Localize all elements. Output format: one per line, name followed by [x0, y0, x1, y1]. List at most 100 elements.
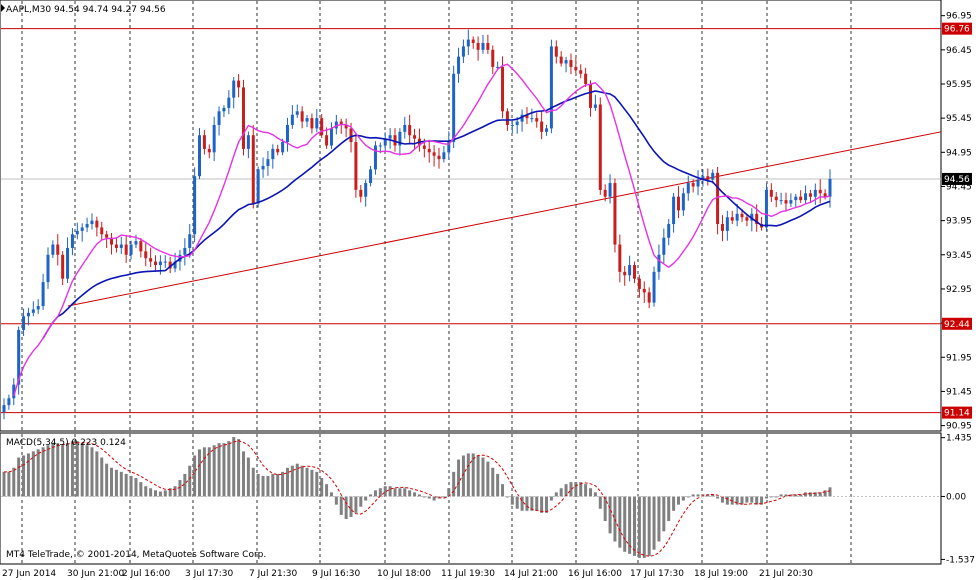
- time-axis-label: 2 Jul 16:00: [122, 569, 171, 579]
- candle-body: [476, 42, 480, 50]
- macd-bar: [207, 447, 211, 497]
- candle-body: [711, 172, 715, 180]
- candle-body: [828, 178, 832, 197]
- macd-bar: [598, 496, 602, 509]
- macd-bar: [100, 457, 104, 497]
- macd-bar: [691, 494, 695, 497]
- macd-bar: [750, 496, 754, 503]
- candle-body: [349, 128, 353, 143]
- candle-body: [105, 234, 109, 238]
- candle-body: [794, 196, 798, 201]
- candle-body: [149, 258, 153, 262]
- macd-bar: [61, 445, 65, 497]
- candle-body: [554, 46, 558, 57]
- candle-body: [222, 107, 226, 112]
- price-tick-label: 93.45: [946, 251, 972, 261]
- macd-bar: [579, 482, 583, 497]
- candle-body: [66, 247, 70, 279]
- macd-bar: [7, 471, 11, 497]
- macd-bar: [676, 496, 680, 505]
- candle-body: [261, 165, 265, 170]
- time-axis-label: 17 Jul 17:30: [630, 569, 684, 579]
- macd-bar: [178, 480, 182, 497]
- level-price-label: 91.14: [944, 409, 970, 419]
- macd-bar: [559, 488, 563, 497]
- candle-body: [491, 49, 495, 67]
- macd-bar: [51, 443, 55, 497]
- candle-body: [725, 217, 729, 231]
- candle-body: [672, 196, 676, 225]
- macd-bar: [237, 439, 241, 497]
- macd-bar: [369, 494, 373, 497]
- macd-bar: [56, 443, 60, 497]
- macd-bar: [613, 496, 617, 542]
- candle-body: [676, 196, 680, 211]
- candle-body: [637, 278, 641, 289]
- macd-bar: [373, 490, 377, 497]
- macd-bar: [681, 496, 685, 501]
- candle-body: [256, 169, 260, 204]
- candle-body: [198, 135, 202, 177]
- macd-bar: [618, 496, 622, 548]
- candle-body: [647, 292, 651, 303]
- macd-bar: [584, 484, 588, 497]
- macd-bar: [12, 467, 16, 497]
- candle-body: [593, 104, 597, 108]
- macd-bar: [461, 455, 465, 497]
- macd-bar: [764, 496, 768, 499]
- candle-body: [618, 244, 622, 272]
- macd-bar: [388, 486, 392, 497]
- candle-body: [232, 80, 236, 98]
- candle-body: [398, 131, 402, 146]
- macd-axis: 1.435 0.00 -1.537: [1, 434, 975, 565]
- candle-body: [750, 213, 754, 221]
- candle-body: [129, 244, 133, 255]
- macd-bar: [222, 443, 226, 497]
- candle-body: [667, 224, 671, 238]
- candle-body: [818, 189, 822, 194]
- macd-bar: [403, 488, 407, 497]
- candle-body: [95, 220, 99, 228]
- candle-body: [56, 244, 60, 255]
- macd-bar: [359, 496, 363, 507]
- candle-body: [706, 176, 710, 180]
- candle-body: [540, 121, 544, 132]
- candle-body: [364, 183, 368, 197]
- price-tick-label: 96.45: [946, 46, 972, 56]
- macd-bar: [589, 488, 593, 497]
- macd-bar: [334, 496, 338, 505]
- macd-bar: [198, 449, 202, 497]
- macd-bar: [22, 455, 26, 497]
- candle-body: [632, 265, 636, 279]
- macd-bar: [608, 496, 612, 534]
- macd-bar: [17, 457, 21, 497]
- macd-tick-label: -1.537: [946, 555, 975, 565]
- candle-body: [823, 193, 827, 197]
- candle-body: [804, 193, 808, 201]
- candle-body: [510, 124, 514, 126]
- macd-bar: [188, 465, 192, 497]
- candle-body: [535, 118, 539, 122]
- candle-body: [657, 254, 661, 272]
- level-price-badge: [942, 22, 972, 35]
- macd-bar: [417, 494, 421, 497]
- macd-bar: [647, 496, 651, 556]
- candle-body: [36, 306, 40, 310]
- candle-body: [764, 189, 768, 228]
- macd-bar: [554, 492, 558, 497]
- candle-body: [559, 56, 563, 64]
- time-axis-label: 30 Jun 21:00: [67, 569, 124, 579]
- macd-bar: [310, 469, 314, 497]
- macd-bar: [95, 451, 99, 497]
- candle-body: [735, 213, 739, 221]
- macd-bar: [701, 494, 705, 497]
- collapse-triangle-icon[interactable]: [1, 4, 5, 12]
- price-tick-label: 95.45: [946, 114, 972, 124]
- macd-bar: [505, 496, 509, 498]
- candle-body: [114, 244, 118, 248]
- macd-bar: [300, 465, 304, 497]
- candle-body: [315, 118, 319, 129]
- candle-body: [457, 56, 461, 74]
- macd-bar: [632, 496, 636, 556]
- macd-bar: [755, 496, 759, 505]
